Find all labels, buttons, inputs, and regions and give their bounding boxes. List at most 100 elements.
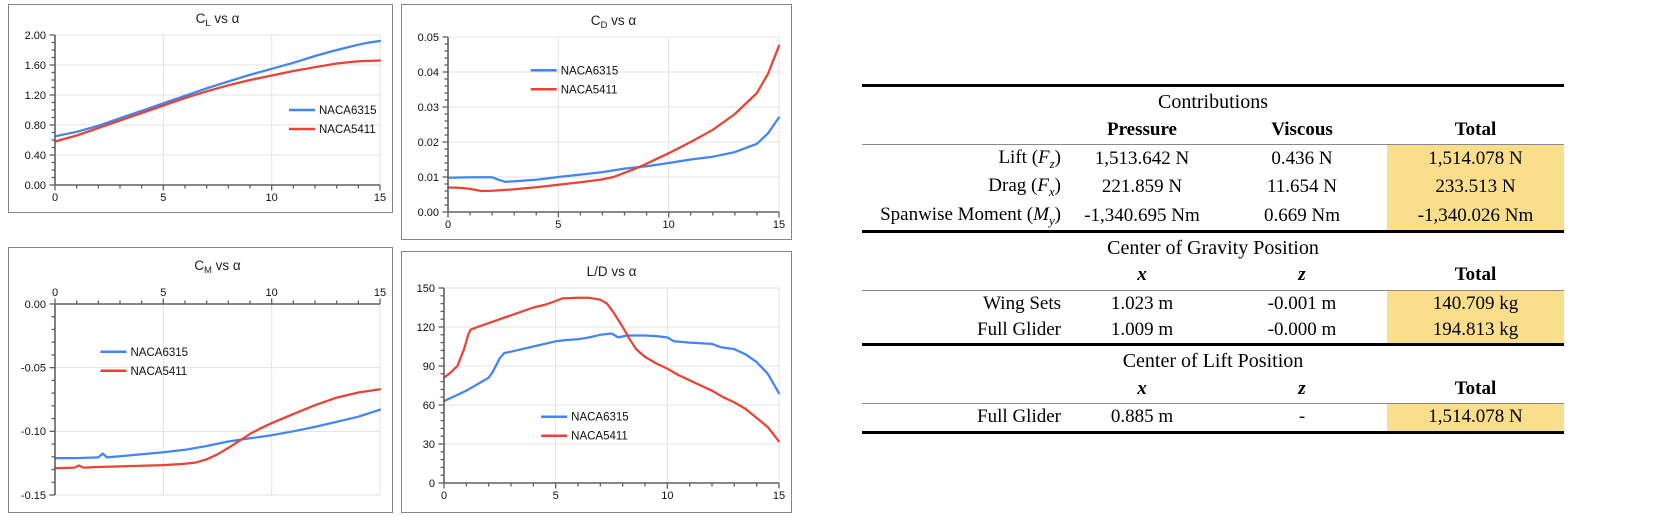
chart-cm-canvas: 0 5 10 15 0.00 -0.05 -0.10 -0.15 CM vs α NACA6315… [21,258,386,502]
z-value: - [1217,403,1387,434]
svg-text:0.40: 0.40 [25,150,46,162]
svg-text:0.02: 0.02 [418,137,439,149]
col-header-viscous: Viscous [1217,116,1387,145]
table-row-spanwise-moment: Spanwise Moment (My) -1,340.695 Nm 0.669… [862,201,1564,233]
chart-panel-ld-vs-alpha: 0 5 10 15 0 30 60 90 120 150 L/D vs α NACA6315 NACA5… [401,251,792,513]
svg-text:150: 150 [417,283,435,295]
section-heading-center-of-lift: Center of Lift Position [862,345,1564,376]
col-header-total: Total [1387,116,1564,145]
pressure-value: -1,340.695 Nm [1067,201,1217,233]
x-value: 1.009 m [1067,317,1217,347]
series-line-NACA5411 [53,59,382,143]
chart-title: CL vs α [196,11,240,29]
legend-label-NACA6315: NACA6315 [571,412,629,424]
results-table: Contributions Pressure Viscous Total Lif… [862,83,1564,434]
viscous-value: 0.669 Nm [1217,201,1387,233]
svg-text:0.80: 0.80 [25,120,46,132]
z-value: -0.001 m [1267,292,1337,314]
axes [49,298,381,496]
svg-text:1.60: 1.60 [25,60,46,72]
row-label: Full Glider [862,403,1067,434]
legend-label-NACA5411: NACA5411 [561,84,618,96]
col-header-x: x [1067,262,1217,291]
legend: NACA6315 NACA5411 [541,412,629,443]
svg-text:30: 30 [423,439,435,451]
total-value: 1,514.078 N [1387,144,1564,174]
svg-text:5: 5 [555,219,561,231]
table-row-wing-sets: Wing Sets 1.023 m -0.001 m 140.709 kg [862,290,1564,318]
gridlines [448,36,780,212]
chart-panel-cd-vs-alpha: 0 5 10 15 0.00 0.01 0.02 0.03 0.04 0.05 CD vs α NAC… [401,4,792,240]
col-header-z: z [1217,262,1387,291]
svg-text:-0.15: -0.15 [21,490,46,502]
svg-text:0: 0 [441,490,447,502]
svg-text:0.00: 0.00 [25,180,46,192]
chart-cl-canvas: 0 5 10 15 0.00 0.40 0.80 1.20 1.60 2.00 CL vs α NAC… [25,11,387,204]
col-header-pressure: Pressure [1067,116,1217,145]
svg-text:0.04: 0.04 [418,67,439,79]
legend: NACA6315 NACA5411 [530,65,618,96]
svg-text:120: 120 [417,322,435,334]
svg-text:1.20: 1.20 [25,90,46,102]
spacer-cell [862,262,1067,291]
gridlines [444,287,780,483]
series-line-NACA6315 [53,408,382,460]
table-row-drag: Drag (Fx) 221.859 N 11.654 N 233.513 N [862,173,1564,202]
axes [442,36,780,218]
legend-label-NACA5411: NACA5411 [319,124,376,136]
aero-results-table: Contributions Pressure Viscous Total Lif… [862,83,1564,434]
total-value: 1,514.078 N [1387,403,1564,434]
chart-title: CM vs α [194,258,241,276]
row-label: Full Glider [862,317,1067,347]
col-header-total: Total [1387,376,1564,405]
svg-text:10: 10 [663,219,675,231]
svg-text:0: 0 [445,219,451,231]
row-label: Wing Sets [983,292,1061,314]
column-header-row: x z Total [862,262,1564,291]
svg-text:5: 5 [160,287,166,299]
svg-text:0.01: 0.01 [418,172,439,184]
section-heading-center-of-gravity: Center of Gravity Position [862,231,1564,262]
x-value: 1.023 m [1110,292,1174,314]
row-label: Drag (Fx) [988,175,1061,200]
chart-panel-cm-vs-alpha: 0 5 10 15 0.00 -0.05 -0.10 -0.15 CM vs α NACA6315… [8,247,393,513]
svg-text:0: 0 [429,478,435,490]
section-title: Center of Lift Position [1122,350,1304,373]
spacer-cell [862,116,1067,145]
axes [49,34,381,191]
svg-text:10: 10 [661,490,673,502]
svg-text:10: 10 [266,192,278,204]
viscous-value: 11.654 N [1266,176,1338,198]
legend-label-NACA6315: NACA6315 [131,347,189,359]
column-header-row: Pressure Viscous Total [862,116,1564,145]
section-title: Contributions [862,83,1564,117]
table-row-lift: Lift (Fz) 1,513.642 N 0.436 N 1,514.078 … [862,144,1564,174]
axis-labels: 0 5 10 15 0.00 0.01 0.02 0.03 0.04 0.05 [418,32,786,231]
pressure-value: 1,513.642 N [1094,147,1190,169]
section-heading-contributions: Contributions [862,83,1564,117]
total-value: 233.513 N [1387,173,1564,202]
svg-text:15: 15 [374,287,386,299]
series-line-NACA6315 [442,332,781,403]
legend: NACA6315 NACA5411 [100,347,189,378]
series-line-NACA5411 [53,388,382,470]
series-line-NACA5411 [446,44,781,193]
svg-text:5: 5 [553,490,559,502]
svg-text:15: 15 [773,490,785,502]
chart-title: L/D vs α [587,264,637,279]
series-line-NACA6315 [446,116,781,184]
axes [438,287,780,489]
svg-text:0.03: 0.03 [418,102,439,114]
svg-text:90: 90 [423,361,435,373]
total-value: -1,340.026 Nm [1387,201,1564,233]
legend-label-NACA5411: NACA5411 [571,431,628,443]
col-header-total: Total [1387,262,1564,291]
total-value: 140.709 kg [1387,290,1564,318]
row-label: Lift (Fz) [998,146,1061,171]
svg-text:0: 0 [52,192,58,204]
viscous-value: 0.436 N [1271,147,1333,169]
svg-text:15: 15 [374,192,386,204]
